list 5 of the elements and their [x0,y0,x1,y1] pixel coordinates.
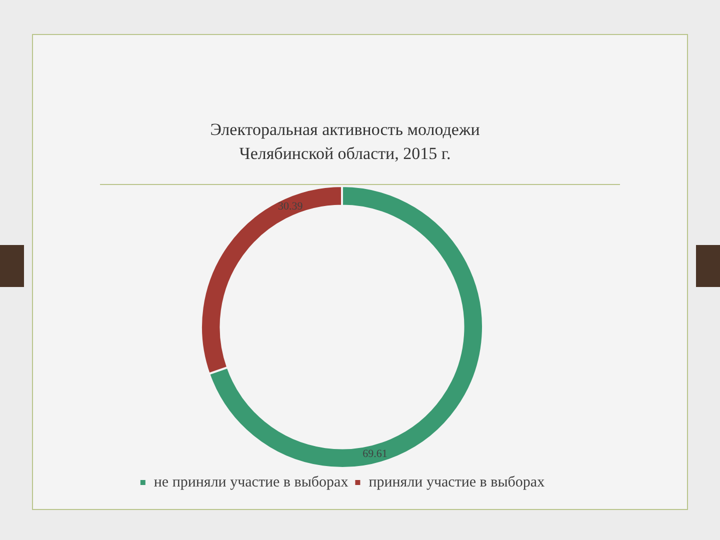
data-label: 30.39 [278,200,304,212]
legend-label: не приняли участие в выборах [154,474,349,490]
data-label: 69.61 [362,448,388,460]
legend-label: приняли участие в выборах [368,474,546,490]
chart-title: Электоральная активность молодежи Челябинской области, 2015 г. [209,119,481,165]
